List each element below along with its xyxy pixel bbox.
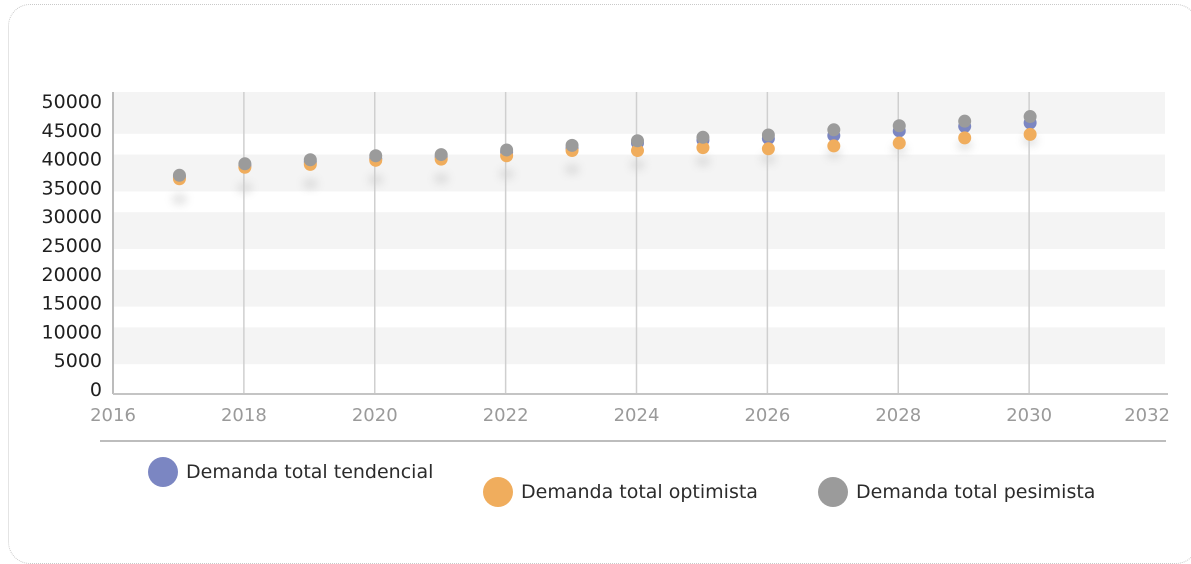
y-tick-label: 35000	[42, 177, 102, 199]
x-tick-label: 2028	[875, 405, 921, 426]
legend-label-optimista: Demanda total optimista	[521, 481, 758, 503]
x-tick-label: 2030	[1006, 405, 1052, 426]
legend-marker-optimista	[483, 477, 513, 507]
y-tick-label: 25000	[42, 235, 102, 257]
point-shadow	[171, 193, 188, 206]
legend-label-pesimista: Demanda total pesimista	[856, 481, 1096, 503]
point-shadow	[760, 152, 777, 165]
point-shadow	[433, 172, 450, 185]
x-tick-label: 2026	[744, 405, 790, 426]
data-point-pesimista	[761, 128, 775, 142]
data-point-pesimista	[500, 143, 514, 157]
x-tick-label: 2024	[614, 405, 660, 426]
x-tick-label: 2020	[352, 405, 398, 426]
axes	[100, 92, 1168, 442]
data-point-optimista	[631, 144, 644, 158]
y-tick-label: 50000	[42, 91, 102, 113]
data-point-pesimista	[696, 130, 710, 144]
legend: Demanda total tendencial Demanda total o…	[148, 457, 1095, 507]
data-point-pesimista	[369, 149, 383, 163]
data-point-optimista	[696, 141, 710, 155]
data-point-pesimista	[238, 157, 252, 171]
point-shadow	[498, 167, 515, 180]
data-point-optimista	[827, 139, 841, 153]
y-tick-label: 45000	[42, 120, 102, 142]
data-point-pesimista	[827, 123, 841, 137]
y-tick-label: 0	[90, 379, 102, 401]
data-point-optimista	[1023, 127, 1037, 141]
y-tick-labels: 0 5000 10000 15000 20000 25000 30000 35000 40000…	[42, 91, 102, 401]
y-tick-label: 5000	[54, 350, 102, 372]
point-shadow	[236, 181, 253, 194]
point-shadow	[302, 177, 319, 190]
y-tick-label: 40000	[42, 149, 102, 171]
grid-band	[113, 212, 1165, 249]
data-points	[171, 110, 1039, 206]
plot-background-bands	[113, 92, 1165, 365]
x-tick-label: 2018	[221, 405, 267, 426]
x-tick-labels: 2016 2018 2020 2022 2024 2026 2028 2030 2032	[90, 405, 1170, 426]
data-point-optimista	[958, 131, 972, 145]
data-point-pesimista	[958, 114, 972, 128]
data-point-pesimista	[631, 134, 644, 148]
data-point-pesimista	[565, 138, 579, 152]
data-point-pesimista	[1023, 110, 1037, 124]
grid-band	[113, 269, 1165, 307]
data-point-pesimista	[892, 119, 906, 133]
y-tick-label: 30000	[42, 206, 102, 228]
data-point-optimista	[761, 142, 775, 156]
x-tick-label: 2016	[90, 405, 136, 426]
y-tick-label: 20000	[42, 264, 102, 286]
x-tick-label: 2032	[1124, 405, 1170, 426]
point-shadow	[694, 155, 711, 168]
legend-item-tendencial[interactable]: Demanda total tendencial	[148, 457, 433, 487]
scatter-chart: 0 5000 10000 15000 20000 25000 30000 35000 40000…	[42, 91, 1170, 442]
legend-item-optimista[interactable]: Demanda total optimista	[483, 477, 758, 507]
point-shadow	[564, 163, 581, 176]
legend-marker-tendencial	[148, 457, 178, 487]
y-tick-label: 15000	[42, 293, 102, 315]
y-tick-label: 10000	[42, 321, 102, 343]
point-shadow	[367, 173, 384, 186]
data-point-optimista	[892, 136, 906, 150]
point-shadow	[629, 158, 646, 171]
x-tick-label: 2022	[483, 405, 529, 426]
legend-item-pesimista[interactable]: Demanda total pesimista	[818, 477, 1095, 507]
data-point-pesimista	[303, 153, 317, 167]
legend-marker-pesimista	[818, 477, 848, 507]
data-point-pesimista	[172, 168, 186, 182]
grid-band	[113, 92, 1165, 126]
grid-band	[113, 327, 1165, 365]
legend-label-tendencial: Demanda total tendencial	[186, 461, 434, 483]
data-point-pesimista	[434, 148, 448, 162]
